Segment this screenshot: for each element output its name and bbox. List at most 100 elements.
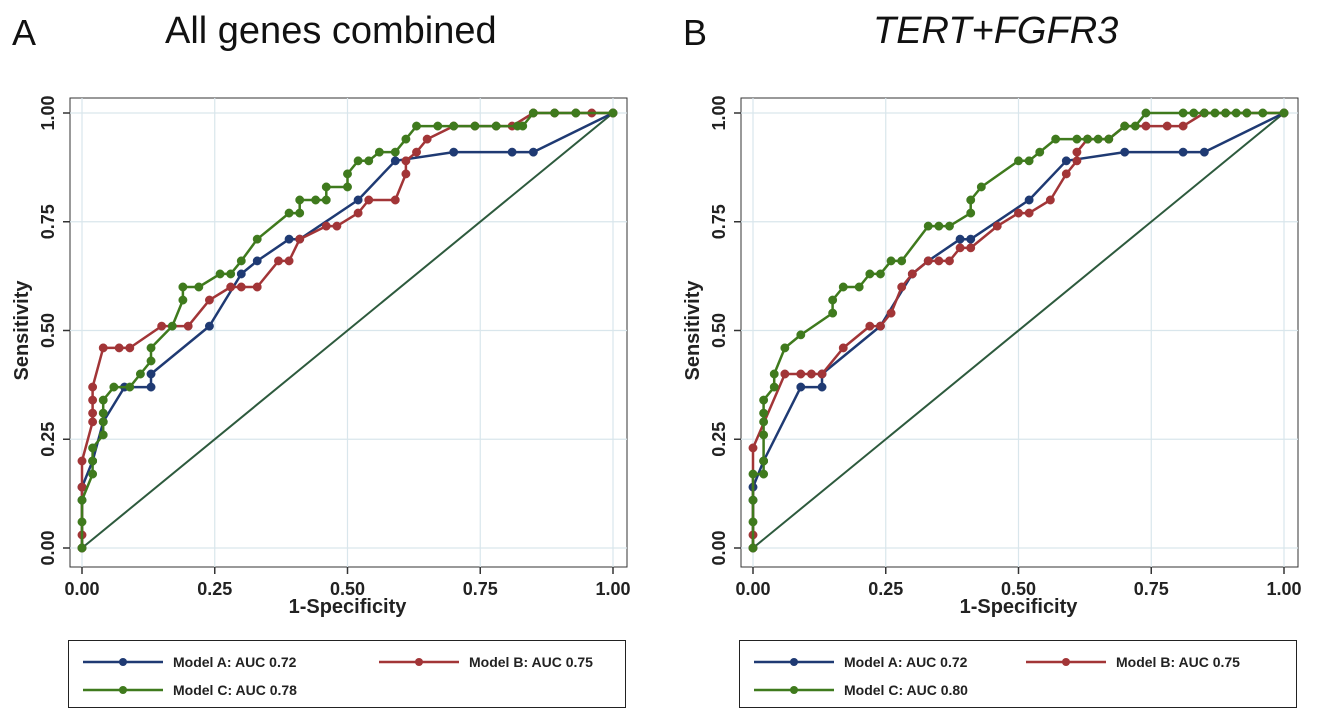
data-point-model-c (748, 469, 758, 479)
data-point-model-b (353, 208, 363, 218)
x-tick-label: 0.25 (868, 579, 903, 599)
legend-item-model-a: Model A: AUC 0.72 (754, 651, 967, 673)
data-point-model-c (321, 195, 331, 205)
data-point-model-b (907, 269, 917, 279)
data-point-model-c (77, 517, 87, 527)
data-point-model-c (518, 121, 528, 131)
data-point-model-b (401, 169, 411, 179)
legend-label-model-b: Model B: AUC 0.75 (469, 654, 593, 670)
data-point-model-c (374, 147, 384, 157)
data-point-model-b (817, 369, 827, 379)
x-tick-label: 1.00 (1266, 579, 1301, 599)
data-point-model-c (1130, 121, 1140, 131)
data-point-model-b (865, 321, 875, 331)
x-tick-label: 1.00 (595, 579, 630, 599)
data-point-model-c (194, 282, 204, 292)
data-point-model-c (77, 543, 87, 553)
data-point-model-c (135, 369, 145, 379)
data-point-model-c (759, 469, 769, 479)
data-point-model-c (88, 469, 98, 479)
data-point-model-b (98, 343, 108, 353)
data-point-model-c (353, 156, 363, 166)
data-point-model-b (252, 282, 262, 292)
data-point-model-b (236, 282, 246, 292)
data-point-model-c (109, 382, 119, 392)
x-tick-label: 0.50 (1001, 579, 1036, 599)
data-point-model-b (412, 147, 421, 157)
data-point-model-c (1221, 108, 1231, 118)
reference-diagonal-line (752, 112, 1285, 549)
roc-chart-b: 0.00 0.00 0.25 0.25 0.50 0.50 0.75 0.75 1.00 1.00… (682, 95, 1302, 618)
data-point-model-b (284, 256, 294, 266)
legend-swatch-model-a (754, 658, 834, 666)
data-point-model-b (838, 343, 848, 353)
data-point-model-c (226, 269, 236, 279)
data-point-model-c (966, 195, 976, 205)
data-point-model-c (284, 208, 294, 218)
data-point-model-c (934, 221, 944, 231)
data-point-model-c (780, 343, 790, 353)
data-point-model-a (236, 269, 246, 279)
x-tick-label: 0.00 (64, 579, 99, 599)
data-point-model-b (364, 195, 374, 205)
data-point-model-c (759, 430, 769, 440)
data-point-model-a (390, 156, 400, 166)
data-point-model-c (1104, 134, 1114, 144)
data-point-model-c (321, 182, 331, 192)
data-point-model-c (236, 256, 246, 266)
data-point-model-b (934, 256, 944, 266)
data-point-model-b (875, 321, 885, 331)
data-point-model-c (865, 269, 875, 279)
data-point-model-a (1199, 147, 1209, 157)
data-point-model-b (1141, 121, 1151, 131)
data-point-model-a (353, 195, 363, 205)
y-tick-label: 0.25 (38, 422, 58, 457)
roc-chart-a: 0.00 0.00 0.25 0.25 0.50 0.50 0.75 0.75 1.00 1.00… (11, 95, 631, 618)
data-point-model-c (875, 269, 885, 279)
data-point-model-b (897, 282, 907, 292)
legend-swatch-model-b (379, 658, 459, 666)
data-point-model-b (204, 295, 214, 305)
y-axis-label: Sensitivity (682, 280, 704, 381)
data-point-model-a (204, 321, 214, 331)
data-point-model-b (748, 443, 758, 453)
y-tick-label: 1.00 (38, 95, 58, 130)
data-point-model-b (1072, 156, 1082, 166)
x-axis-label: 1-Specificity (289, 596, 408, 618)
data-point-model-c (77, 495, 87, 505)
legend-label-model-a: Model A: AUC 0.72 (173, 654, 297, 670)
data-point-model-b (1178, 121, 1188, 131)
data-point-model-c (1258, 108, 1268, 118)
legend-label-model-b: Model B: AUC 0.75 (1116, 654, 1240, 670)
legend-label-model-c: Model C: AUC 0.78 (173, 682, 297, 698)
data-point-model-c (125, 382, 135, 392)
panel-letter: A (12, 12, 37, 53)
data-point-model-a (796, 382, 806, 392)
data-point-model-c (433, 121, 443, 131)
data-point-model-c (491, 121, 501, 131)
data-point-model-c (146, 356, 156, 366)
data-point-model-b (806, 369, 816, 379)
data-point-model-c (215, 269, 225, 279)
data-point-model-c (178, 295, 188, 305)
data-point-model-c (897, 256, 907, 266)
panel-letter: B (683, 12, 708, 53)
data-point-model-b (796, 369, 806, 379)
data-point-model-b (923, 256, 933, 266)
data-point-model-c (1210, 108, 1220, 118)
y-tick-label: 1.00 (709, 95, 729, 130)
data-point-model-c (401, 134, 411, 144)
data-point-model-a (252, 256, 262, 266)
data-point-model-b (401, 156, 411, 166)
data-point-model-c (769, 369, 779, 379)
chart-panel-b: B TERT+FGFR3 0.00 0.00 0.25 0.25 0.50 0.50 0.7… (659, 0, 1317, 712)
data-point-model-c (470, 121, 480, 131)
legend-swatch-model-c (83, 686, 163, 694)
data-point-model-b (88, 395, 98, 405)
data-point-model-c (98, 417, 108, 427)
data-point-model-c (1093, 134, 1103, 144)
data-point-model-b (422, 134, 432, 144)
data-point-model-c (528, 108, 538, 118)
data-point-model-c (1083, 134, 1092, 144)
data-point-model-c (449, 121, 459, 131)
